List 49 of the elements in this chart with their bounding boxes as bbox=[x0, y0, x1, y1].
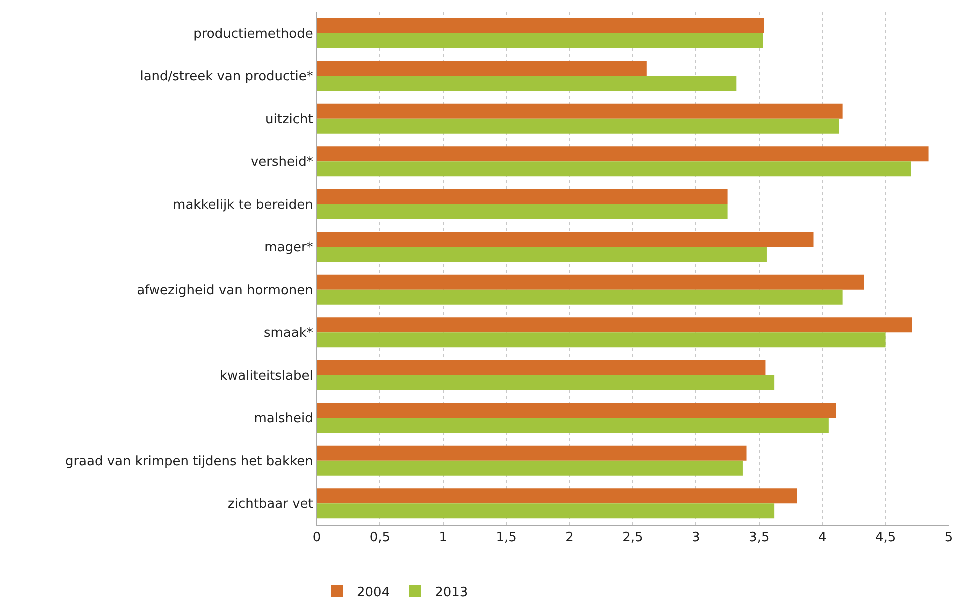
bar bbox=[317, 247, 767, 262]
legend-label: 2013 bbox=[435, 585, 468, 600]
bar bbox=[317, 162, 912, 177]
bar bbox=[317, 104, 843, 119]
bar bbox=[317, 504, 775, 519]
y-tick-label: productiemethode bbox=[194, 26, 314, 42]
bar bbox=[317, 375, 775, 390]
y-tick-label: graad van krimpen tijdens het bakken bbox=[65, 454, 314, 470]
bar bbox=[317, 418, 829, 434]
x-tick-label: 2 bbox=[566, 530, 574, 546]
bar bbox=[317, 18, 764, 34]
bar bbox=[317, 403, 836, 418]
bar bbox=[317, 76, 737, 92]
bar bbox=[317, 360, 766, 376]
x-tick-label: 4,5 bbox=[875, 530, 896, 546]
bar bbox=[317, 488, 798, 504]
x-tick-label: 1,5 bbox=[496, 530, 517, 546]
bar bbox=[317, 446, 747, 461]
bar bbox=[317, 204, 728, 220]
y-tick-label: malsheid bbox=[254, 412, 314, 427]
x-tick-label: 3,5 bbox=[749, 530, 770, 546]
bar bbox=[317, 61, 647, 76]
bar bbox=[317, 189, 728, 204]
bar bbox=[317, 318, 912, 333]
x-tick-label: 4 bbox=[818, 530, 827, 546]
bar bbox=[317, 33, 764, 48]
y-tick-label: afwezigheid van hormonen bbox=[137, 283, 314, 298]
y-tick-label: land/streek van productie* bbox=[140, 70, 314, 85]
x-tick-label: 0 bbox=[312, 530, 322, 546]
x-tick-label: 2,5 bbox=[622, 530, 644, 546]
bar bbox=[317, 232, 814, 248]
x-tick-label: 5 bbox=[944, 530, 954, 546]
x-tick-label: 0,5 bbox=[370, 530, 391, 546]
legend-label: 2004 bbox=[357, 585, 390, 600]
x-tick-label: 3 bbox=[692, 530, 700, 546]
y-tick-label: versheid* bbox=[250, 155, 314, 170]
y-tick-label: smaak* bbox=[264, 326, 314, 342]
y-tick-label: uitzicht bbox=[266, 112, 314, 128]
y-tick-label: kwaliteitslabel bbox=[220, 368, 314, 384]
bar bbox=[317, 118, 840, 134]
y-tick-label: mager* bbox=[264, 240, 314, 256]
x-tick-label: 1 bbox=[439, 530, 448, 546]
bar bbox=[317, 274, 864, 290]
y-tick-label: zichtbaar vet bbox=[228, 497, 314, 512]
bar bbox=[317, 332, 886, 348]
bar bbox=[317, 290, 843, 305]
bar bbox=[317, 460, 743, 476]
y-tick-label: makkelijk te bereiden bbox=[173, 198, 314, 213]
bar bbox=[317, 146, 929, 162]
